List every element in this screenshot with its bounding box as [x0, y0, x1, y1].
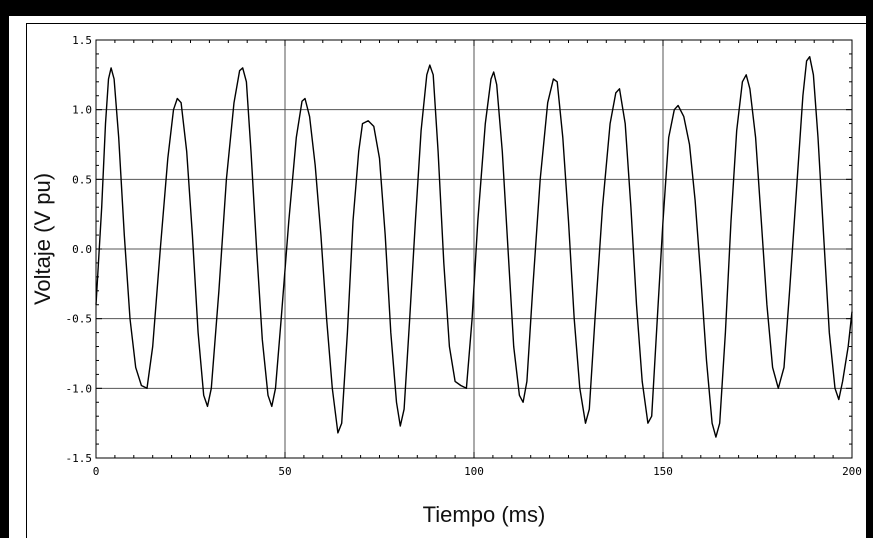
x-tick-label: 100	[464, 465, 484, 478]
y-tick-label: -1.0	[66, 382, 93, 395]
tick-labels: 1.5 1.0 0.5 0.0 -0.5 -1.0 -1.50 50 100 150 200	[66, 34, 862, 478]
x-tick-label: 200	[842, 465, 862, 478]
series-group	[95, 56, 853, 438]
x-axis-label: Tiempo (ms)	[423, 502, 546, 527]
y-tick-label: 1.5	[72, 34, 92, 47]
y-tick-label: 0.0	[72, 243, 92, 256]
y-axis-label: Voltaje (V pu)	[30, 173, 55, 305]
y-tick-label: -0.5	[66, 313, 93, 326]
x-tick-label: 50	[278, 465, 291, 478]
y-tick-label: -1.5	[66, 452, 93, 465]
y-tick-label: 1.0	[72, 104, 92, 117]
chart-panel-border	[26, 23, 866, 538]
y-tick-label: 0.5	[72, 173, 92, 186]
x-tick-label: 0	[93, 465, 100, 478]
series-line	[95, 56, 853, 438]
x-tick-label: 150	[653, 465, 673, 478]
